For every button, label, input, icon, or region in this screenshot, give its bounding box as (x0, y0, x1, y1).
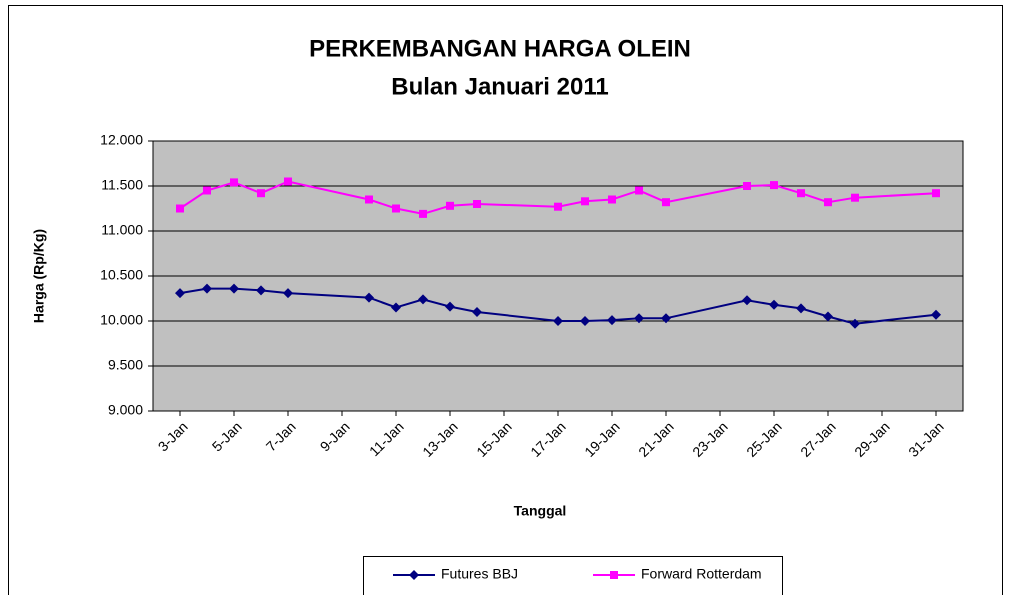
data-point (283, 288, 293, 299)
data-point (230, 178, 238, 187)
data-point (203, 186, 211, 195)
data-point (202, 283, 212, 294)
data-point (256, 285, 266, 296)
data-point (445, 301, 455, 312)
legend-label: Futures BBJ (441, 566, 518, 582)
data-point (742, 295, 752, 306)
data-point (851, 193, 859, 202)
chart-subtitle: Bulan Januari 2011 (391, 73, 608, 100)
data-point (391, 302, 401, 313)
data-point (824, 198, 832, 207)
data-point (392, 204, 400, 213)
legend-marker (610, 571, 618, 579)
y-tick-label: 9.000 (108, 402, 143, 418)
y-tick-label: 10.000 (100, 312, 143, 328)
data-point (823, 311, 833, 322)
data-point (419, 209, 427, 218)
data-point (635, 186, 643, 195)
data-point (662, 198, 670, 207)
data-point (365, 195, 373, 204)
x-axis-label: Tanggal (514, 503, 567, 519)
data-point (607, 315, 617, 326)
chart-title: PERKEMBANGAN HARGA OLEIN (309, 35, 691, 62)
data-point (770, 181, 778, 190)
y-axis-label: Harga (Rp/Kg) (31, 229, 47, 323)
y-tick-label: 11.500 (101, 177, 143, 193)
data-point (769, 299, 779, 310)
data-point (553, 316, 563, 326)
data-point (472, 307, 482, 317)
legend-marker (409, 570, 419, 580)
data-point (473, 200, 481, 208)
y-tick-label: 11.000 (101, 222, 143, 238)
data-point (743, 182, 751, 190)
data-point (581, 197, 589, 206)
data-point (229, 283, 239, 294)
data-point (284, 177, 292, 186)
y-tick-label: 12.000 (100, 132, 143, 148)
data-point (932, 189, 940, 198)
data-point (554, 202, 562, 211)
y-tick-label: 10.500 (100, 267, 143, 283)
data-point (257, 189, 265, 198)
data-point (850, 318, 860, 329)
data-point (634, 313, 644, 324)
data-point (175, 288, 185, 299)
data-point (661, 313, 671, 324)
data-point (418, 294, 428, 305)
data-point (608, 195, 616, 204)
data-point (364, 292, 374, 303)
data-point (446, 201, 454, 210)
data-point (796, 303, 806, 314)
y-tick-label: 9.500 (108, 357, 143, 373)
data-point (797, 189, 805, 198)
data-point (176, 204, 184, 213)
data-point (580, 316, 590, 326)
data-point (931, 309, 941, 320)
legend-label: Forward Rotterdam (641, 566, 762, 582)
